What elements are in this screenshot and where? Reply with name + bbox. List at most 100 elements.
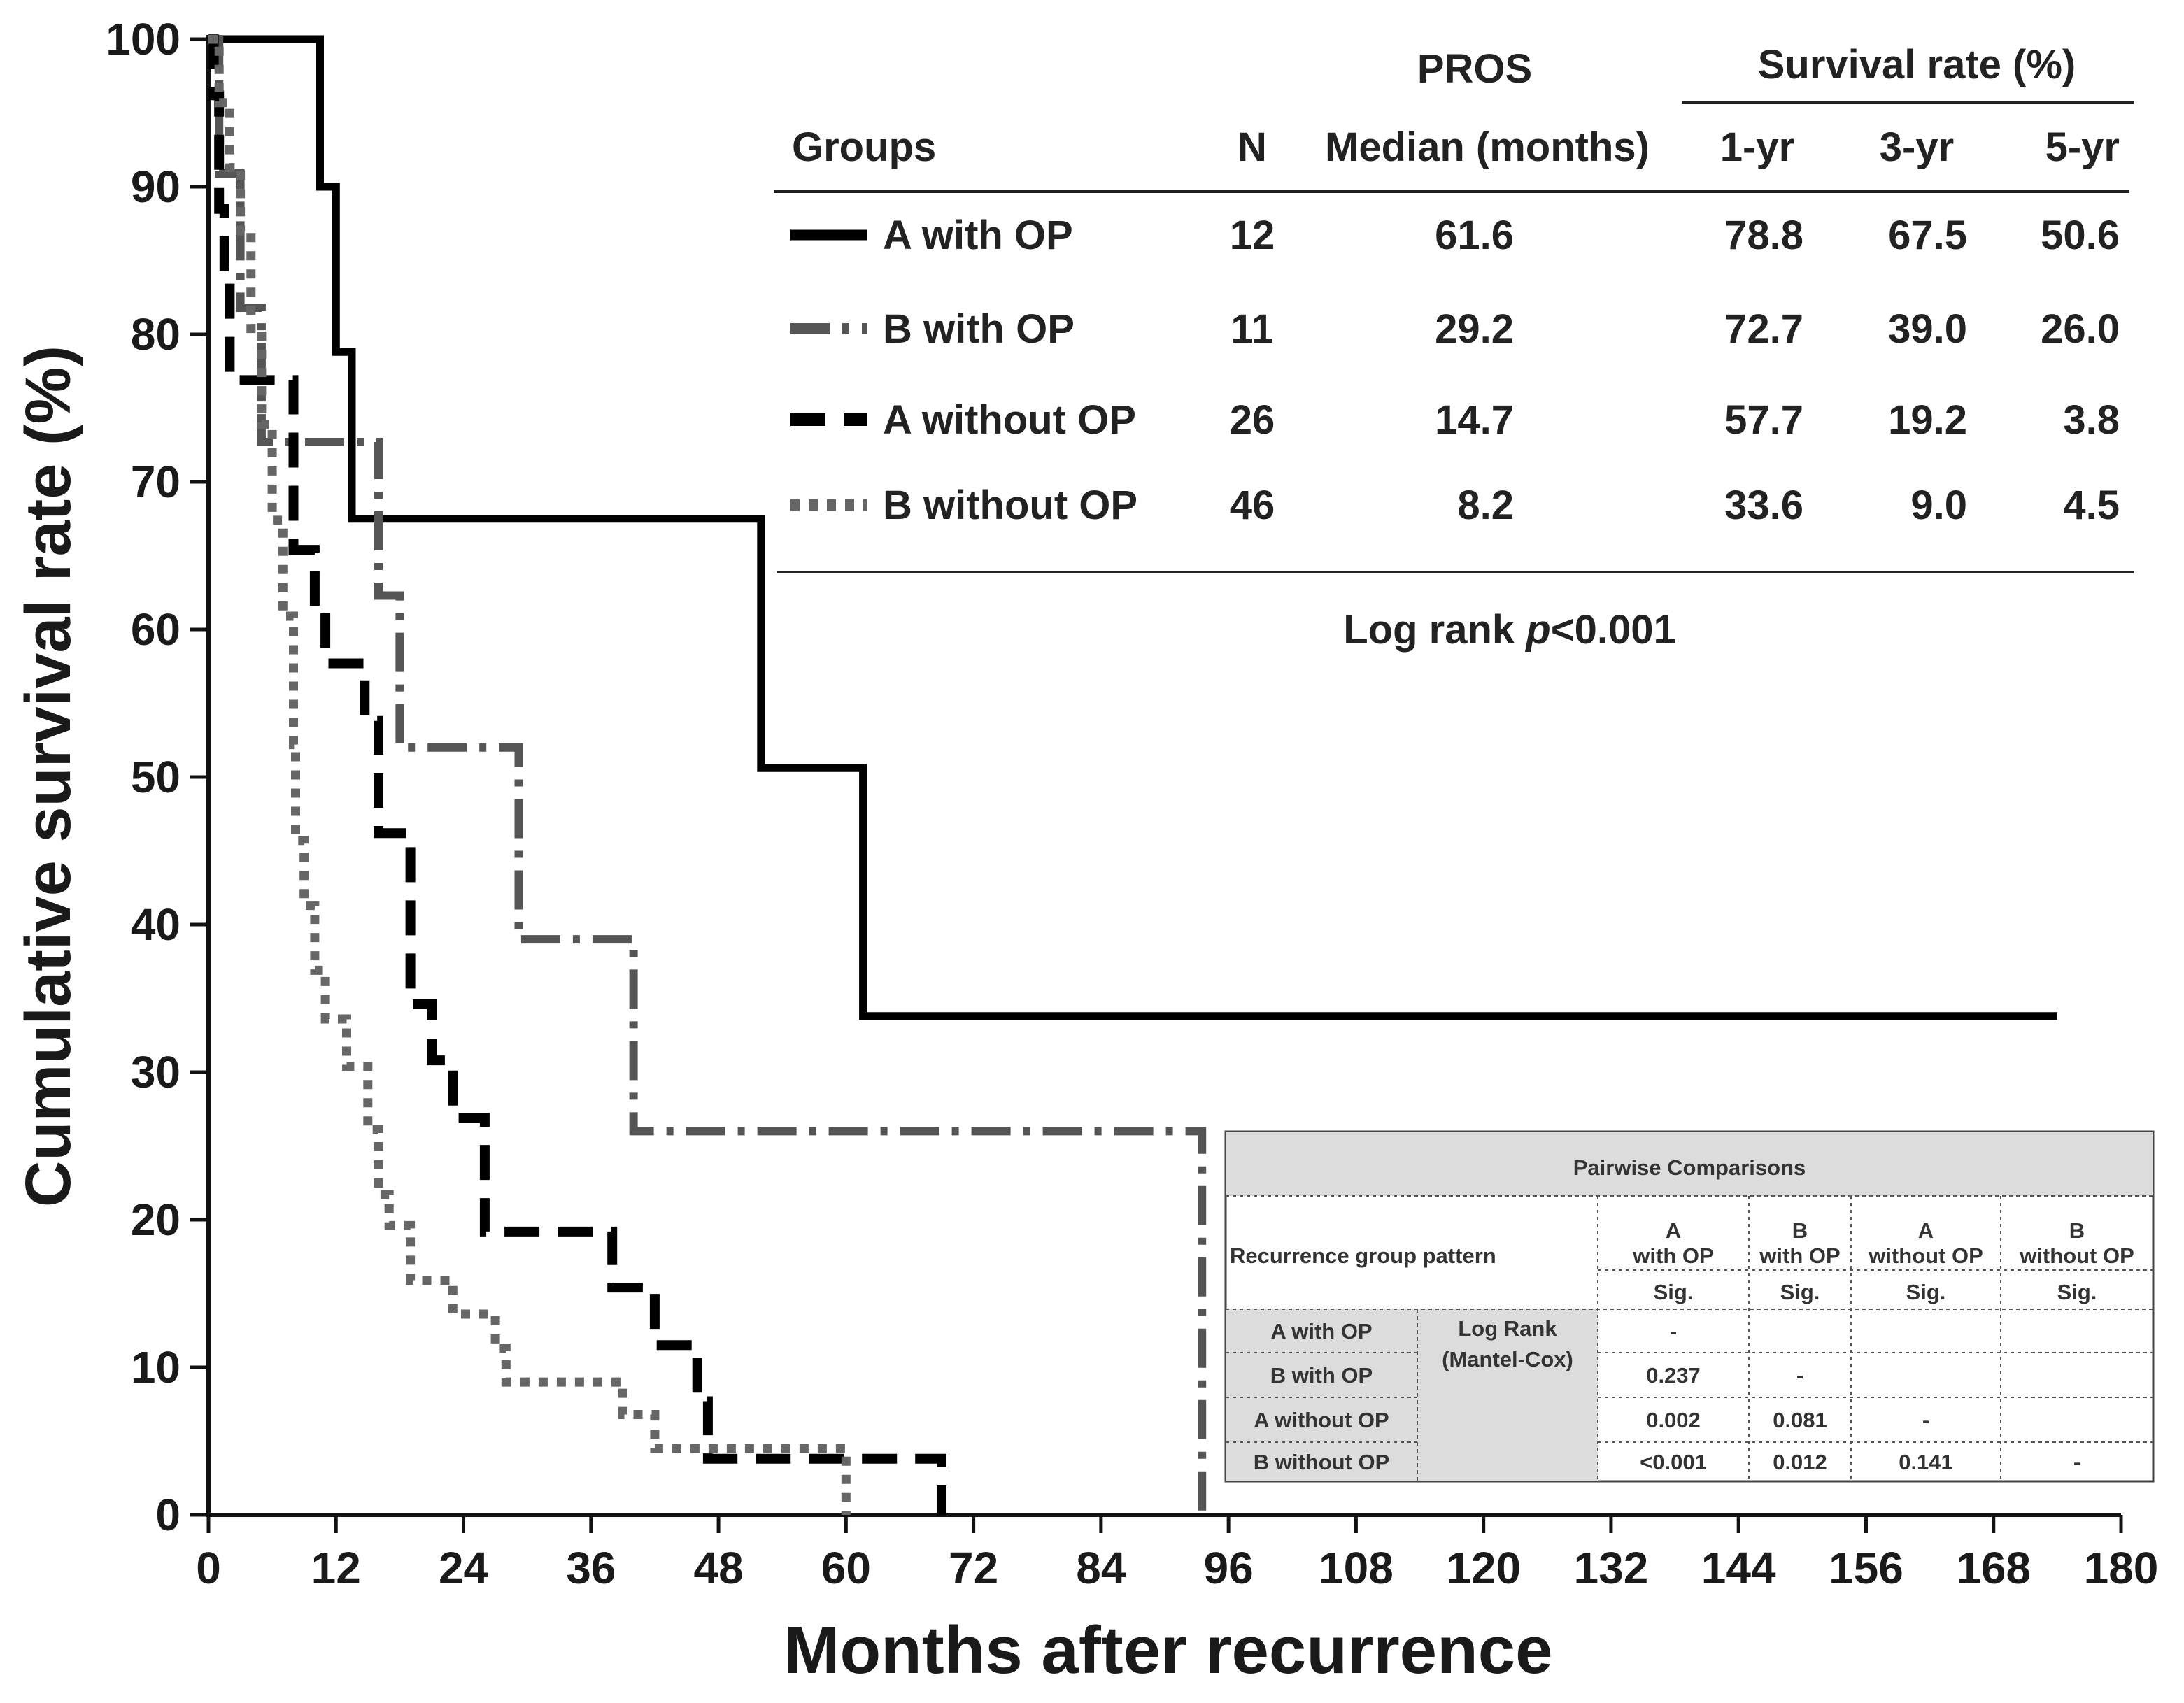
median-cell: 8.2	[1457, 483, 1514, 528]
x-tick-label: 108	[1319, 1543, 1394, 1593]
legend-label: B without OP	[883, 483, 1137, 528]
yr5-cell: 3.8	[2063, 397, 2120, 443]
method-label-l2: (Mantel-Cox)	[1442, 1347, 1573, 1371]
x-tick-label: 12	[311, 1543, 361, 1593]
sig-label: Sig.	[1654, 1280, 1694, 1304]
y-tick-label: 20	[131, 1195, 180, 1245]
pairwise-cell: 0.002	[1646, 1408, 1701, 1432]
pairwise-cell: 0.012	[1773, 1450, 1827, 1474]
n-cell: 26	[1230, 397, 1275, 443]
y-tick-label: 100	[106, 14, 180, 64]
groups-col-header: Groups	[792, 124, 936, 170]
legend-label: B with OP	[883, 306, 1075, 352]
n-cell: 12	[1230, 213, 1275, 258]
yr1-cell: 72.7	[1724, 306, 1803, 352]
pairwise-title: Pairwise Comparisons	[1573, 1155, 1806, 1180]
pairwise-cell: <0.001	[1640, 1450, 1707, 1474]
yr5-col-header: 5-yr	[2045, 124, 2120, 170]
yr1-col-header: 1-yr	[1720, 124, 1794, 170]
x-tick-label: 0	[196, 1543, 221, 1593]
x-tick-label: 96	[1204, 1543, 1254, 1593]
y-axis-title: Cumulative survival rate (%)	[13, 345, 84, 1207]
x-tick-label: 180	[2084, 1543, 2159, 1593]
sig-label: Sig.	[1780, 1280, 1820, 1304]
survival-rate-header: Survival rate (%)	[1758, 42, 2076, 87]
logrank-value: <0.001	[1551, 607, 1676, 653]
series-line-2	[208, 35, 1207, 1515]
median-cell: 61.6	[1435, 213, 1514, 258]
pairwise-cell: -	[2073, 1450, 2080, 1474]
x-tick-label: 156	[1829, 1543, 1903, 1593]
n-cell: 11	[1231, 306, 1273, 352]
yr1-cell: 78.8	[1724, 213, 1803, 258]
pairwise-rowlabel-bg	[1226, 1309, 1598, 1481]
x-tick-label: 168	[1956, 1543, 2031, 1593]
pairwise-cell: -	[1796, 1363, 1803, 1388]
y-tick-label: 40	[131, 899, 180, 950]
y-tick-label: 60	[131, 604, 180, 655]
summary-table: PROS Survival rate (%) Groups N Median (mont…	[774, 42, 2134, 653]
pairwise-row-label: A without OP	[1254, 1408, 1389, 1432]
yr1-cell: 33.6	[1724, 483, 1803, 528]
x-tick-label: 120	[1446, 1543, 1521, 1593]
series-line-1	[208, 35, 2057, 1020]
pairwise-cell: -	[1922, 1408, 1929, 1432]
y-tick-label: 30	[131, 1047, 180, 1097]
median-cell: 14.7	[1435, 397, 1514, 443]
pairwise-cell: 0.081	[1773, 1408, 1827, 1432]
pairwise-col-header-l2: with OP	[1632, 1244, 1713, 1268]
pattern-label: Recurrence group pattern	[1230, 1244, 1496, 1268]
pairwise-col-header-l2: with OP	[1759, 1244, 1840, 1268]
sig-label: Sig.	[1906, 1280, 1946, 1304]
x-tick-label: 36	[566, 1543, 616, 1593]
series-line-3	[208, 34, 946, 1515]
yr3-cell: 67.5	[1888, 213, 1967, 258]
y-tick-label: 10	[131, 1342, 180, 1392]
pairwise-col-header-l1: A	[1918, 1218, 1934, 1243]
sig-label: Sig.	[2057, 1280, 2097, 1304]
yr5-cell: 50.6	[2041, 213, 2120, 258]
pairwise-row-label: B with OP	[1270, 1363, 1373, 1388]
pairwise-title-bg	[1226, 1132, 2153, 1196]
yr3-cell: 9.0	[1910, 483, 1967, 528]
x-tick-label: 60	[821, 1543, 871, 1593]
pairwise-table: Pairwise Comparisons Recurrence group pat…	[1224, 1130, 2155, 1483]
x-tick-label: 144	[1701, 1543, 1776, 1593]
y-tick-label: 80	[131, 309, 180, 359]
pairwise-row-label: B without OP	[1254, 1450, 1390, 1474]
pairwise-col-header-l2: without OP	[1868, 1244, 1983, 1268]
y-tick-label: 0	[155, 1490, 180, 1540]
n-cell: 46	[1230, 483, 1275, 528]
x-axis-title: Months after recurrence	[784, 1613, 1553, 1688]
pairwise-col-header-l1: B	[2069, 1218, 2085, 1243]
pros-header: PROS	[1417, 46, 1532, 92]
x-tick-label: 72	[949, 1543, 998, 1593]
x-tick-label: 24	[439, 1543, 489, 1593]
yr3-cell: 39.0	[1888, 306, 1967, 352]
yr5-cell: 4.5	[2063, 483, 2120, 528]
legend-label: A with OP	[883, 213, 1073, 258]
axes: 0 10 20 30 40 50 60 70 80 90 100 0 12 24 36 48 60 72 84 96 1…	[13, 14, 2158, 1688]
y-tick-label: 50	[131, 752, 180, 802]
pairwise-cell: -	[1670, 1319, 1677, 1344]
y-tick-label: 70	[131, 457, 180, 507]
logrank-p: p	[1524, 607, 1550, 653]
pairwise-row-label: A with OP	[1270, 1319, 1372, 1344]
curves	[208, 34, 2057, 1515]
n-col-header: N	[1238, 124, 1267, 170]
x-tick-label: 48	[693, 1543, 743, 1593]
median-cell: 29.2	[1435, 306, 1514, 352]
yr5-cell: 26.0	[2041, 306, 2120, 352]
yr3-col-header: 3-yr	[1880, 124, 1954, 170]
yr3-cell: 19.2	[1888, 397, 1967, 443]
pairwise-cell: 0.237	[1646, 1363, 1701, 1388]
yr1-cell: 57.7	[1724, 397, 1803, 443]
y-tick-label: 90	[131, 162, 180, 212]
pairwise-col-header-l2: without OP	[2019, 1244, 2134, 1268]
method-label-l1: Log Rank	[1458, 1316, 1557, 1341]
logrank-text: Log rank p<0.001	[1343, 607, 1675, 653]
median-col-header: Median (months)	[1325, 124, 1650, 170]
pairwise-cell: 0.141	[1899, 1450, 1953, 1474]
